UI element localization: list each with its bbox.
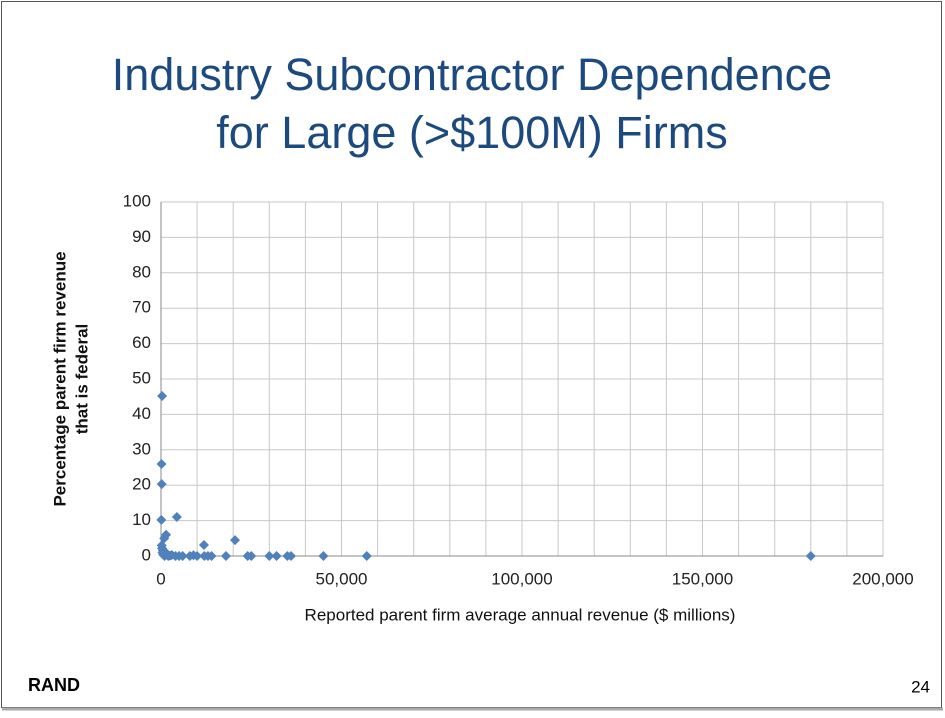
y-tick-label: 100 bbox=[123, 191, 151, 210]
point bbox=[156, 458, 167, 469]
x-tick-label: 0 bbox=[156, 569, 165, 588]
y-axis-label: Percentage parent firm revenue that is f… bbox=[50, 251, 91, 506]
y-tick-label: 90 bbox=[132, 227, 151, 246]
y-tick-label: 40 bbox=[132, 404, 151, 423]
brand: RAND bbox=[28, 675, 80, 695]
y-tick-label: 30 bbox=[132, 439, 151, 458]
point bbox=[361, 551, 372, 561]
y-tick-label: 70 bbox=[132, 298, 151, 317]
point bbox=[159, 533, 170, 544]
point bbox=[805, 551, 816, 561]
x-tick-label: 150,000 bbox=[672, 569, 733, 588]
point bbox=[271, 551, 282, 561]
point bbox=[157, 547, 168, 558]
point bbox=[318, 551, 329, 561]
point bbox=[177, 551, 188, 561]
point bbox=[285, 551, 296, 561]
point bbox=[198, 540, 209, 551]
title-line: Industry Subcontractor Dependence bbox=[112, 49, 832, 100]
point bbox=[157, 390, 168, 401]
point bbox=[220, 551, 231, 561]
point bbox=[165, 550, 176, 561]
point bbox=[171, 512, 182, 523]
y-tick-label: 60 bbox=[132, 333, 151, 352]
x-tick-label: 100,000 bbox=[491, 569, 552, 588]
x-axis-label: Reported parent firm average annual reve… bbox=[305, 605, 736, 624]
x-tick-label: 50,000 bbox=[316, 569, 368, 588]
point bbox=[230, 535, 241, 546]
y-tick-label: 80 bbox=[132, 262, 151, 281]
y-tick-label: 50 bbox=[132, 368, 151, 387]
point bbox=[156, 479, 167, 490]
x-tick-label: 200,000 bbox=[852, 569, 913, 588]
title-line: for Large (>$100M) Firms bbox=[216, 107, 727, 158]
point bbox=[246, 551, 257, 561]
point bbox=[192, 551, 203, 561]
y-label-line: Percentage parent firm revenue bbox=[50, 251, 69, 506]
y-label-line: that is federal bbox=[72, 324, 91, 435]
y-tick-label: 0 bbox=[142, 545, 151, 564]
page-number: 24 bbox=[911, 677, 930, 696]
point bbox=[264, 551, 275, 561]
point bbox=[156, 514, 167, 525]
y-tick-label: 10 bbox=[132, 510, 151, 529]
point bbox=[206, 551, 217, 561]
y-tick-label: 20 bbox=[132, 475, 151, 494]
